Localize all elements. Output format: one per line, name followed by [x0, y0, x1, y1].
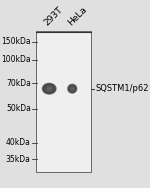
Ellipse shape — [46, 86, 52, 91]
Ellipse shape — [69, 85, 76, 92]
Text: 150kDa: 150kDa — [1, 37, 31, 46]
Text: 70kDa: 70kDa — [6, 79, 31, 88]
Ellipse shape — [68, 84, 77, 93]
Ellipse shape — [69, 85, 76, 92]
Ellipse shape — [70, 86, 75, 91]
Ellipse shape — [42, 83, 56, 94]
Ellipse shape — [67, 84, 77, 94]
Ellipse shape — [44, 84, 55, 93]
Text: HeLa: HeLa — [66, 4, 88, 27]
Ellipse shape — [72, 88, 73, 89]
Ellipse shape — [48, 87, 51, 90]
Ellipse shape — [68, 84, 77, 93]
Text: 35kDa: 35kDa — [6, 155, 31, 164]
Text: 50kDa: 50kDa — [6, 105, 31, 114]
Ellipse shape — [71, 88, 73, 90]
Ellipse shape — [70, 86, 75, 91]
Ellipse shape — [44, 85, 54, 92]
Ellipse shape — [43, 84, 55, 93]
Text: 100kDa: 100kDa — [1, 55, 31, 64]
Ellipse shape — [49, 88, 50, 89]
Text: SQSTM1/p62: SQSTM1/p62 — [95, 84, 149, 93]
Text: 40kDa: 40kDa — [6, 138, 31, 147]
Ellipse shape — [71, 87, 74, 90]
Bar — [36, 31, 91, 173]
Ellipse shape — [45, 85, 54, 92]
Ellipse shape — [46, 86, 52, 91]
Ellipse shape — [69, 86, 75, 92]
Ellipse shape — [68, 85, 76, 93]
Ellipse shape — [45, 86, 53, 92]
Ellipse shape — [72, 88, 73, 89]
Ellipse shape — [70, 87, 74, 90]
Ellipse shape — [47, 87, 51, 90]
Text: 293T: 293T — [43, 5, 65, 27]
Ellipse shape — [42, 83, 57, 95]
Ellipse shape — [48, 88, 50, 89]
Ellipse shape — [43, 83, 56, 94]
